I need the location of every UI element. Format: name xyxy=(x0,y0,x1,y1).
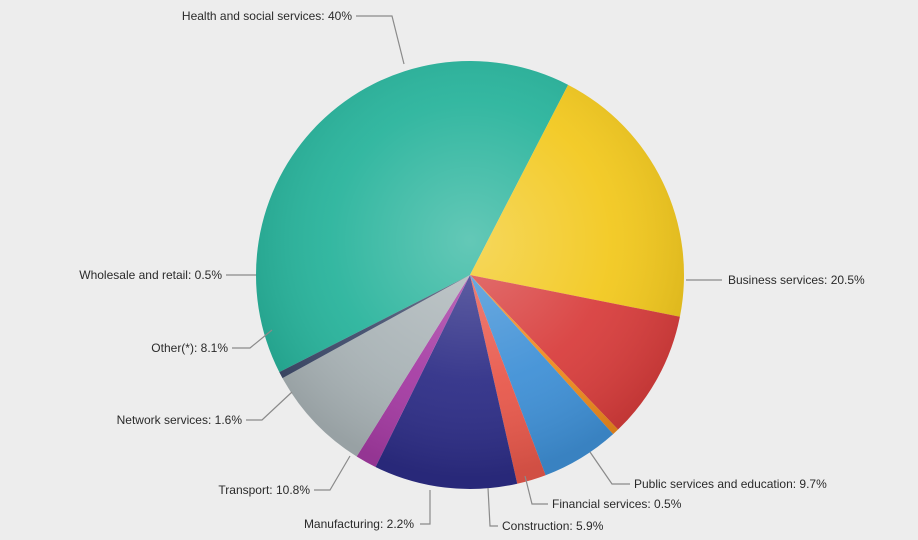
leader-line xyxy=(487,487,498,527)
slice-label: Other(*): 8.1% xyxy=(151,341,228,355)
slice-label: Manufacturing: 2.2% xyxy=(304,517,414,531)
slice-labels: Health and social services: 40% Business … xyxy=(79,9,865,533)
leader-line xyxy=(589,451,630,485)
slice-label: Network services: 1.6% xyxy=(117,413,243,427)
leader-line xyxy=(524,475,548,505)
slice-label: Public services and education: 9.7% xyxy=(634,477,827,491)
slice-label: Business services: 20.5% xyxy=(728,273,865,287)
slice-label: Health and social services: 40% xyxy=(182,9,352,23)
leader-line xyxy=(246,391,293,421)
leader-line xyxy=(314,455,351,491)
slice-label: Transport: 10.8% xyxy=(218,483,310,497)
leader-lines xyxy=(226,15,722,527)
pie-slices xyxy=(256,61,685,489)
leader-line xyxy=(420,490,431,525)
slice-label: Wholesale and retail: 0.5% xyxy=(79,268,222,282)
leader-line xyxy=(232,329,273,349)
slice-label: Construction: 5.9% xyxy=(502,519,604,533)
slice-label: Financial services: 0.5% xyxy=(552,497,682,511)
leader-line xyxy=(356,15,405,65)
